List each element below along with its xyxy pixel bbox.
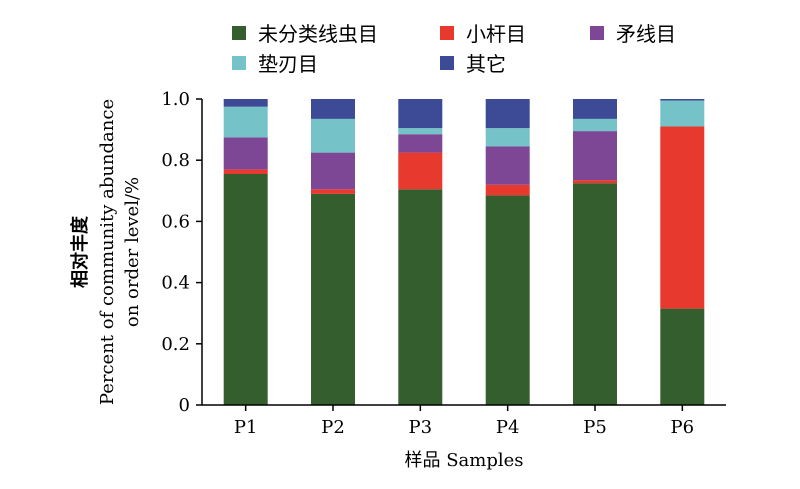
bar-P4-series-0 [485, 195, 530, 405]
y-tick-label: 0.6 [161, 211, 190, 232]
legend-label-3: 垫刃目 [258, 52, 318, 76]
y-tick-label: 0 [179, 395, 190, 416]
x-tick-label: P6 [671, 417, 695, 438]
x-ticks: P1 P2 P3 P4 P5 P6 [234, 405, 694, 438]
y-tick-label: 0.2 [161, 334, 190, 355]
bar-P3-series-3 [398, 128, 443, 135]
y-axis-title-en-line1: Percent of community abundance [97, 99, 118, 405]
bar-P4-series-2 [485, 146, 530, 185]
bars [223, 99, 705, 405]
y-axis-title-en-line2: on order level/% [122, 177, 143, 327]
y-tick-label: 1.0 [161, 89, 190, 110]
y-tick-label: 0.8 [161, 150, 190, 171]
x-tick-label: P1 [234, 417, 258, 438]
bar-P3-series-1 [398, 152, 443, 190]
bar-P3-series-4 [398, 99, 443, 129]
bar-P5-series-0 [573, 183, 617, 405]
bar-P2-series-3 [311, 118, 355, 153]
x-tick-label: P2 [321, 417, 345, 438]
bar-P3-series-0 [398, 189, 443, 405]
legend-item-0: 未分类线虫目 [232, 22, 378, 46]
legend-item-3: 垫刃目 [232, 52, 318, 76]
bar-P1-series-0 [223, 174, 268, 405]
legend-item-1: 小杆目 [440, 22, 526, 46]
bar-P6-series-0 [660, 308, 705, 405]
bar-P4-series-3 [485, 128, 530, 147]
bar-P2-series-4 [311, 99, 355, 119]
bar-P1-series-3 [223, 106, 268, 138]
bar-P5-series-2 [573, 131, 617, 181]
legend-swatch-3 [232, 56, 246, 70]
x-tick-label: P5 [583, 417, 607, 438]
legend-item-4: 其它 [440, 52, 506, 76]
legend: 未分类线虫目 小杆目 矛线目 垫刃目 其它 [232, 22, 676, 76]
bar-P5-series-3 [573, 118, 617, 132]
bar-P6-series-1 [660, 126, 705, 309]
bar-P6-series-3 [660, 100, 705, 127]
bar-P4-series-4 [485, 99, 530, 129]
bar-P2-series-2 [311, 152, 355, 190]
bar-P2-series-0 [311, 193, 355, 405]
bar-P5-series-4 [573, 99, 617, 119]
legend-label-4: 其它 [466, 52, 506, 76]
legend-item-2: 矛线目 [590, 22, 676, 46]
bar-P1-series-2 [223, 137, 268, 170]
legend-label-1: 小杆目 [466, 22, 526, 46]
bar-P6-series-4 [660, 99, 705, 101]
bar-P3-series-2 [398, 134, 443, 153]
y-tick-label: 0.4 [161, 273, 190, 294]
y-axis-title-cn: 相对丰度 [69, 215, 91, 288]
bar-P1-series-4 [223, 99, 268, 107]
legend-swatch-1 [440, 26, 454, 40]
legend-label-2: 矛线目 [616, 22, 676, 46]
x-tick-label: P3 [409, 417, 433, 438]
bar-P2-series-1 [311, 189, 355, 194]
bar-P4-series-1 [485, 184, 530, 196]
legend-label-0: 未分类线虫目 [258, 22, 378, 46]
bar-P1-series-1 [223, 169, 268, 174]
legend-swatch-2 [590, 26, 604, 40]
y-ticks: 0 0.2 0.4 0.6 0.8 1.0 [161, 89, 202, 416]
legend-swatch-0 [232, 26, 246, 40]
bar-P5-series-1 [573, 180, 617, 184]
legend-swatch-4 [440, 56, 454, 70]
x-axis-title: 样品 Samples [404, 450, 523, 471]
axes [201, 99, 726, 406]
x-tick-label: P4 [496, 417, 520, 438]
